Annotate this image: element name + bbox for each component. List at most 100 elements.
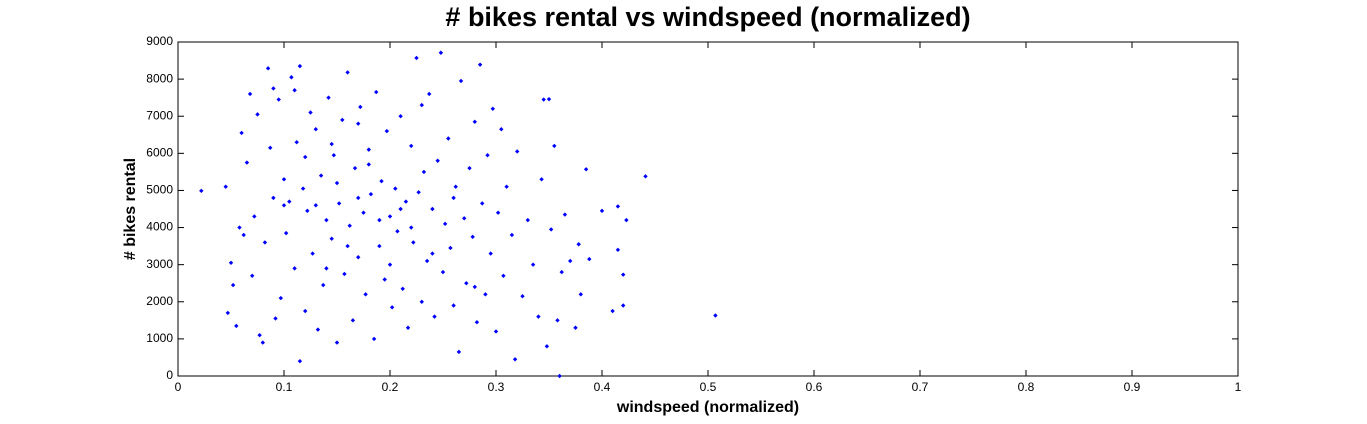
point: [300, 186, 306, 191]
point: [366, 147, 371, 152]
point: [456, 349, 462, 355]
point: [414, 55, 419, 61]
point: [472, 284, 477, 290]
point: [539, 177, 544, 182]
point: [241, 232, 246, 238]
point: [292, 88, 297, 93]
point: [512, 357, 518, 362]
chart-title: # bikes rental vs windspeed (normalized): [445, 2, 970, 32]
point: [615, 247, 621, 253]
x-tick-label: 0.4: [594, 380, 611, 394]
point: [326, 95, 331, 100]
point: [271, 86, 276, 91]
y-tick-label: 4000: [146, 220, 173, 234]
point: [363, 292, 368, 297]
point: [324, 266, 329, 271]
point: [297, 63, 303, 69]
point: [462, 216, 467, 221]
point: [587, 256, 592, 262]
point: [265, 66, 271, 71]
point: [578, 292, 583, 297]
point: [419, 102, 424, 108]
point: [321, 282, 326, 288]
point: [255, 112, 260, 117]
y-tick-label: 2000: [146, 294, 173, 308]
point: [453, 184, 458, 189]
point: [305, 208, 310, 214]
point: [350, 318, 356, 323]
point: [329, 141, 334, 147]
point: [458, 78, 464, 84]
point: [356, 195, 361, 201]
point: [398, 114, 403, 119]
x-tick-label: 0: [175, 380, 182, 394]
point: [313, 127, 318, 132]
point: [467, 165, 472, 171]
point: [643, 174, 648, 179]
point: [281, 203, 287, 208]
point: [361, 210, 366, 215]
point: [405, 325, 411, 330]
point: [395, 229, 400, 234]
point: [345, 243, 350, 249]
point: [294, 140, 299, 145]
point: [398, 206, 403, 212]
point: [442, 221, 448, 227]
point: [315, 327, 321, 332]
point: [331, 152, 337, 158]
point: [583, 167, 589, 172]
point: [430, 206, 435, 212]
point: [292, 266, 297, 271]
point: [358, 104, 363, 110]
point: [334, 340, 340, 345]
point: [409, 225, 414, 230]
point: [490, 106, 496, 111]
point: [499, 127, 504, 132]
point: [472, 119, 477, 124]
point: [488, 251, 493, 256]
point: [599, 208, 605, 214]
point: [493, 329, 499, 334]
point: [387, 262, 393, 267]
point: [318, 173, 324, 178]
point: [485, 152, 490, 158]
y-tick-label: 3000: [146, 257, 173, 271]
point: [419, 299, 424, 304]
point: [440, 269, 446, 275]
point: [225, 310, 231, 316]
x-tick-label: 0.2: [382, 380, 399, 394]
point: [303, 154, 308, 160]
point: [377, 217, 382, 223]
point: [536, 314, 541, 319]
point: [237, 225, 242, 230]
point: [239, 130, 244, 136]
point: [403, 199, 409, 204]
point: [520, 294, 525, 299]
point: [464, 281, 469, 286]
point: [356, 121, 361, 126]
point: [562, 212, 568, 217]
point: [374, 89, 379, 95]
point: [342, 271, 347, 277]
point: [615, 204, 621, 209]
point: [621, 303, 626, 308]
point: [470, 234, 475, 240]
y-tick-label: 8000: [146, 71, 173, 85]
point: [347, 223, 352, 228]
point: [421, 169, 427, 175]
point: [273, 316, 278, 321]
x-tick-label: 0.7: [912, 380, 929, 394]
point: [624, 217, 629, 223]
point: [483, 292, 488, 297]
point: [387, 214, 393, 219]
point: [377, 243, 382, 249]
point: [501, 273, 506, 278]
point: [268, 145, 273, 150]
point: [228, 260, 234, 266]
point: [509, 232, 515, 238]
point: [281, 177, 287, 182]
x-tick-label: 0.3: [488, 380, 505, 394]
point: [438, 50, 444, 55]
point: [416, 190, 421, 195]
x-tick-label: 1: [1235, 380, 1242, 394]
